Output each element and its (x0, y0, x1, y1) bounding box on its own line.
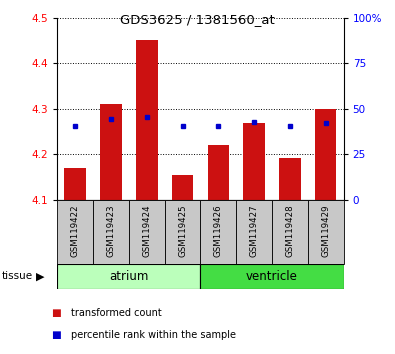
Text: atrium: atrium (109, 270, 149, 283)
Bar (129, 200, 165, 264)
Bar (136, 40, 158, 200)
Bar (172, 175, 193, 200)
Bar (272, 200, 308, 264)
Text: percentile rank within the sample: percentile rank within the sample (71, 330, 236, 339)
Text: tissue: tissue (2, 272, 33, 281)
Text: ventricle: ventricle (246, 270, 298, 283)
Text: ■: ■ (51, 308, 61, 318)
Text: GSM119422: GSM119422 (71, 204, 80, 257)
Bar (57, 264, 201, 289)
Bar (57, 200, 93, 264)
Text: ■: ■ (51, 330, 61, 339)
Text: GDS3625 / 1381560_at: GDS3625 / 1381560_at (120, 13, 275, 27)
Bar (100, 104, 122, 200)
Text: ▶: ▶ (36, 272, 45, 281)
Bar (165, 200, 201, 264)
Text: GSM119425: GSM119425 (178, 204, 187, 257)
Text: transformed count: transformed count (71, 308, 162, 318)
Bar (64, 168, 86, 200)
Bar (93, 200, 129, 264)
Bar (315, 109, 337, 200)
Text: GSM119427: GSM119427 (250, 204, 259, 257)
Bar (308, 200, 344, 264)
Text: GSM119424: GSM119424 (142, 204, 151, 257)
Bar (201, 200, 236, 264)
Text: GSM119429: GSM119429 (321, 204, 330, 257)
Bar (201, 264, 344, 289)
Text: GSM119426: GSM119426 (214, 204, 223, 257)
Text: GSM119423: GSM119423 (107, 204, 115, 257)
Bar (236, 200, 272, 264)
Text: GSM119428: GSM119428 (286, 204, 294, 257)
Bar (208, 145, 229, 200)
Bar (243, 122, 265, 200)
Bar (279, 158, 301, 200)
